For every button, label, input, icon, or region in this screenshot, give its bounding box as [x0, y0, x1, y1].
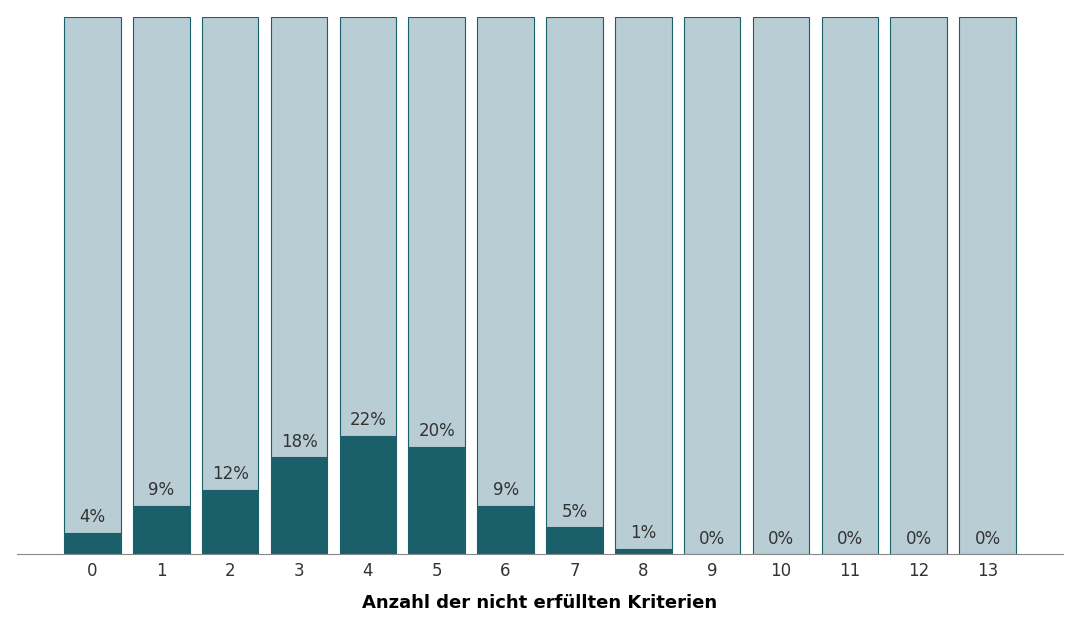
Text: 0%: 0%	[906, 530, 932, 548]
Text: 1%: 1%	[630, 525, 657, 542]
Text: 0%: 0%	[768, 530, 794, 548]
Bar	[684, 16, 741, 554]
Text: 18%: 18%	[281, 433, 318, 451]
Bar	[615, 548, 672, 554]
Text: 20%: 20%	[418, 422, 455, 440]
Bar	[271, 457, 327, 554]
Bar	[546, 527, 603, 554]
Text: 12%: 12%	[212, 465, 248, 483]
Bar	[339, 16, 396, 436]
Bar	[133, 506, 190, 554]
Bar	[477, 16, 534, 506]
Text: 0%: 0%	[699, 530, 725, 548]
Text: 0%: 0%	[837, 530, 863, 548]
Bar	[202, 16, 258, 489]
Bar	[890, 16, 947, 554]
Bar	[64, 16, 121, 533]
Text: 0%: 0%	[974, 530, 1000, 548]
Text: 9%: 9%	[492, 481, 518, 499]
Bar	[64, 533, 121, 554]
Text: 4%: 4%	[80, 508, 106, 526]
Bar	[822, 16, 878, 554]
Bar	[408, 447, 465, 554]
Bar	[615, 16, 672, 548]
Bar	[271, 16, 327, 457]
Text: 9%: 9%	[148, 481, 174, 499]
Text: 5%: 5%	[562, 503, 588, 521]
Bar	[408, 16, 465, 447]
Bar	[959, 16, 1016, 554]
Bar	[202, 489, 258, 554]
Bar	[133, 16, 190, 506]
Text: 22%: 22%	[350, 411, 387, 430]
Bar	[546, 16, 603, 527]
X-axis label: Anzahl der nicht erfüllten Kriterien: Anzahl der nicht erfüllten Kriterien	[363, 594, 717, 613]
Bar	[753, 16, 809, 554]
Bar	[477, 506, 534, 554]
Bar	[339, 436, 396, 554]
